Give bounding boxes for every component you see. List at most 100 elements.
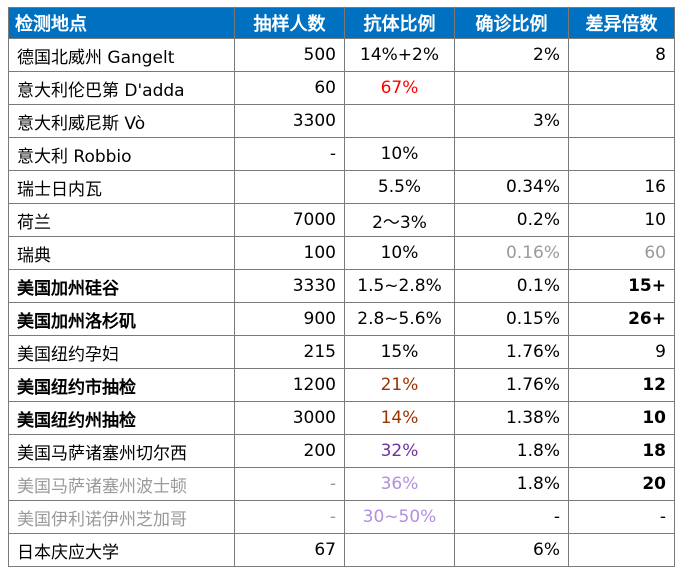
table-row: 荷兰 7000 2～3% 0.2% 10 <box>8 203 675 237</box>
cell-confirmed: - <box>454 500 569 534</box>
table-row: 美国纽约孕妇 215 15% 1.76% 9 <box>8 335 675 369</box>
header-sample-size: 抽样人数 <box>234 7 345 39</box>
cell-location: 美国马萨诸塞州切尔西 <box>8 434 235 468</box>
cell-multiple <box>568 71 675 105</box>
cell-multiple: 15+ <box>568 269 675 303</box>
header-confirmed-ratio: 确诊比例 <box>454 7 569 39</box>
cell-confirmed: 6% <box>454 533 569 567</box>
cell-antibody: 32% <box>344 434 455 468</box>
cell-multiple: 8 <box>568 38 675 72</box>
cell-antibody: 21% <box>344 368 455 402</box>
cell-multiple <box>568 533 675 567</box>
table-row: 日本庆应大学 67 6% <box>8 533 675 567</box>
cell-sample: - <box>234 500 345 534</box>
cell-confirmed: 3% <box>454 104 569 138</box>
cell-sample: 200 <box>234 434 345 468</box>
cell-location: 美国马萨诸塞州波士顿 <box>8 467 235 501</box>
cell-multiple: 10 <box>568 203 675 237</box>
cell-multiple: - <box>568 500 675 534</box>
table-row: 美国纽约州抽检 3000 14% 1.38% 10 <box>8 401 675 435</box>
cell-antibody <box>344 533 455 567</box>
cell-location: 瑞典 <box>8 236 235 270</box>
cell-sample: 7000 <box>234 203 345 237</box>
table-row: 意大利威尼斯 Vò 3300 3% <box>8 104 675 138</box>
cell-sample: 100 <box>234 236 345 270</box>
cell-confirmed <box>454 137 569 171</box>
cell-confirmed: 1.76% <box>454 368 569 402</box>
cell-sample: 67 <box>234 533 345 567</box>
cell-multiple: 60 <box>568 236 675 270</box>
cell-confirmed: 0.15% <box>454 302 569 336</box>
cell-multiple: 20 <box>568 467 675 501</box>
table-row: 意大利 Robbio - 10% <box>8 137 675 171</box>
table-row: 德国北威州 Gangelt 500 14%+2% 2% 8 <box>8 38 675 72</box>
cell-antibody: 36% <box>344 467 455 501</box>
cell-sample: 1200 <box>234 368 345 402</box>
cell-location: 意大利伦巴第 D'adda <box>8 71 235 105</box>
cell-antibody: 15% <box>344 335 455 369</box>
header-location: 检测地点 <box>8 7 235 39</box>
cell-confirmed: 0.1% <box>454 269 569 303</box>
cell-location: 美国加州洛杉矶 <box>8 302 235 336</box>
cell-antibody: 10% <box>344 137 455 171</box>
cell-sample: 215 <box>234 335 345 369</box>
cell-confirmed: 1.8% <box>454 434 569 468</box>
cell-multiple: 10 <box>568 401 675 435</box>
cell-confirmed: 0.34% <box>454 170 569 204</box>
cell-confirmed: 1.8% <box>454 467 569 501</box>
cell-location: 德国北威州 Gangelt <box>8 38 235 72</box>
table-container: 检测地点 抽样人数 抗体比例 确诊比例 差异倍数 德国北威州 Gangelt 5… <box>8 7 675 567</box>
table-row: 美国马萨诸塞州切尔西 200 32% 1.8% 18 <box>8 434 675 468</box>
cell-sample: 3300 <box>234 104 345 138</box>
cell-confirmed <box>454 71 569 105</box>
cell-antibody: 67% <box>344 71 455 105</box>
cell-location: 意大利威尼斯 Vò <box>8 104 235 138</box>
cell-location: 美国纽约市抽检 <box>8 368 235 402</box>
table-row: 瑞士日内瓦 5.5% 0.34% 16 <box>8 170 675 204</box>
cell-multiple: 16 <box>568 170 675 204</box>
cell-confirmed: 0.16% <box>454 236 569 270</box>
cell-confirmed: 1.38% <box>454 401 569 435</box>
cell-antibody: 5.5% <box>344 170 455 204</box>
cell-multiple: 9 <box>568 335 675 369</box>
cell-multiple: 12 <box>568 368 675 402</box>
cell-sample: 60 <box>234 71 345 105</box>
cell-sample: 3000 <box>234 401 345 435</box>
cell-sample: 900 <box>234 302 345 336</box>
header-row: 检测地点 抽样人数 抗体比例 确诊比例 差异倍数 <box>8 7 675 39</box>
header-antibody-ratio: 抗体比例 <box>344 7 455 39</box>
cell-multiple <box>568 137 675 171</box>
table-row: 美国加州硅谷 3330 1.5~2.8% 0.1% 15+ <box>8 269 675 303</box>
cell-antibody: 10% <box>344 236 455 270</box>
cell-location: 瑞士日内瓦 <box>8 170 235 204</box>
cell-confirmed: 1.76% <box>454 335 569 369</box>
cell-sample: - <box>234 467 345 501</box>
table-row: 美国纽约市抽检 1200 21% 1.76% 12 <box>8 368 675 402</box>
cell-sample: 3330 <box>234 269 345 303</box>
cell-multiple: 26+ <box>568 302 675 336</box>
cell-location: 美国加州硅谷 <box>8 269 235 303</box>
table-row: 美国马萨诸塞州波士顿 - 36% 1.8% 20 <box>8 467 675 501</box>
table-row: 意大利伦巴第 D'adda 60 67% <box>8 71 675 105</box>
cell-location: 美国纽约州抽检 <box>8 401 235 435</box>
cell-location: 意大利 Robbio <box>8 137 235 171</box>
cell-multiple: 18 <box>568 434 675 468</box>
cell-sample: - <box>234 137 345 171</box>
header-multiple: 差异倍数 <box>568 7 675 39</box>
cell-antibody <box>344 104 455 138</box>
table-row: 瑞典 100 10% 0.16% 60 <box>8 236 675 270</box>
cell-confirmed: 2% <box>454 38 569 72</box>
cell-antibody: 2～3% <box>344 203 455 237</box>
cell-antibody: 14% <box>344 401 455 435</box>
cell-sample <box>234 170 345 204</box>
cell-antibody: 14%+2% <box>344 38 455 72</box>
antibody-data-table: 检测地点 抽样人数 抗体比例 确诊比例 差异倍数 德国北威州 Gangelt 5… <box>8 7 675 567</box>
cell-location: 荷兰 <box>8 203 235 237</box>
cell-location: 美国伊利诺伊州芝加哥 <box>8 500 235 534</box>
cell-antibody: 1.5~2.8% <box>344 269 455 303</box>
cell-sample: 500 <box>234 38 345 72</box>
cell-multiple <box>568 104 675 138</box>
cell-antibody: 30~50% <box>344 500 455 534</box>
table-row: 美国伊利诺伊州芝加哥 - 30~50% - - <box>8 500 675 534</box>
cell-location: 日本庆应大学 <box>8 533 235 567</box>
